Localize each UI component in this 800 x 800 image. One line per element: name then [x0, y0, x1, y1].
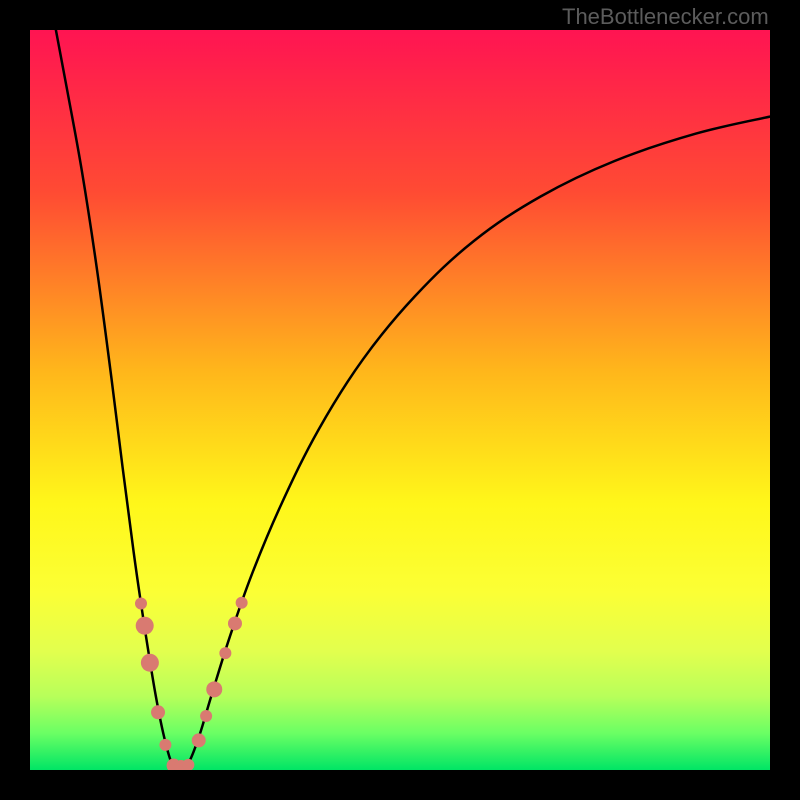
- curve-marker: [192, 733, 206, 747]
- curve-marker: [151, 705, 165, 719]
- curve-marker: [200, 710, 212, 722]
- bottleneck-curve: [56, 30, 770, 770]
- watermark-text: TheBottlenecker.com: [562, 4, 769, 30]
- plot-area: [30, 30, 770, 770]
- curve-marker: [167, 759, 181, 770]
- curve-marker: [182, 759, 194, 770]
- curve-marker: [206, 681, 222, 697]
- curve-marker: [135, 598, 147, 610]
- chart-frame: TheBottlenecker.com: [0, 0, 800, 800]
- curve-marker: [136, 617, 154, 635]
- curve-marker: [159, 739, 171, 751]
- curve-marker: [219, 647, 231, 659]
- curve-marker: [236, 597, 248, 609]
- curve-marker: [141, 654, 159, 672]
- curve-marker: [228, 616, 242, 630]
- curve-marker: [174, 760, 188, 770]
- plot-svg: [30, 30, 770, 770]
